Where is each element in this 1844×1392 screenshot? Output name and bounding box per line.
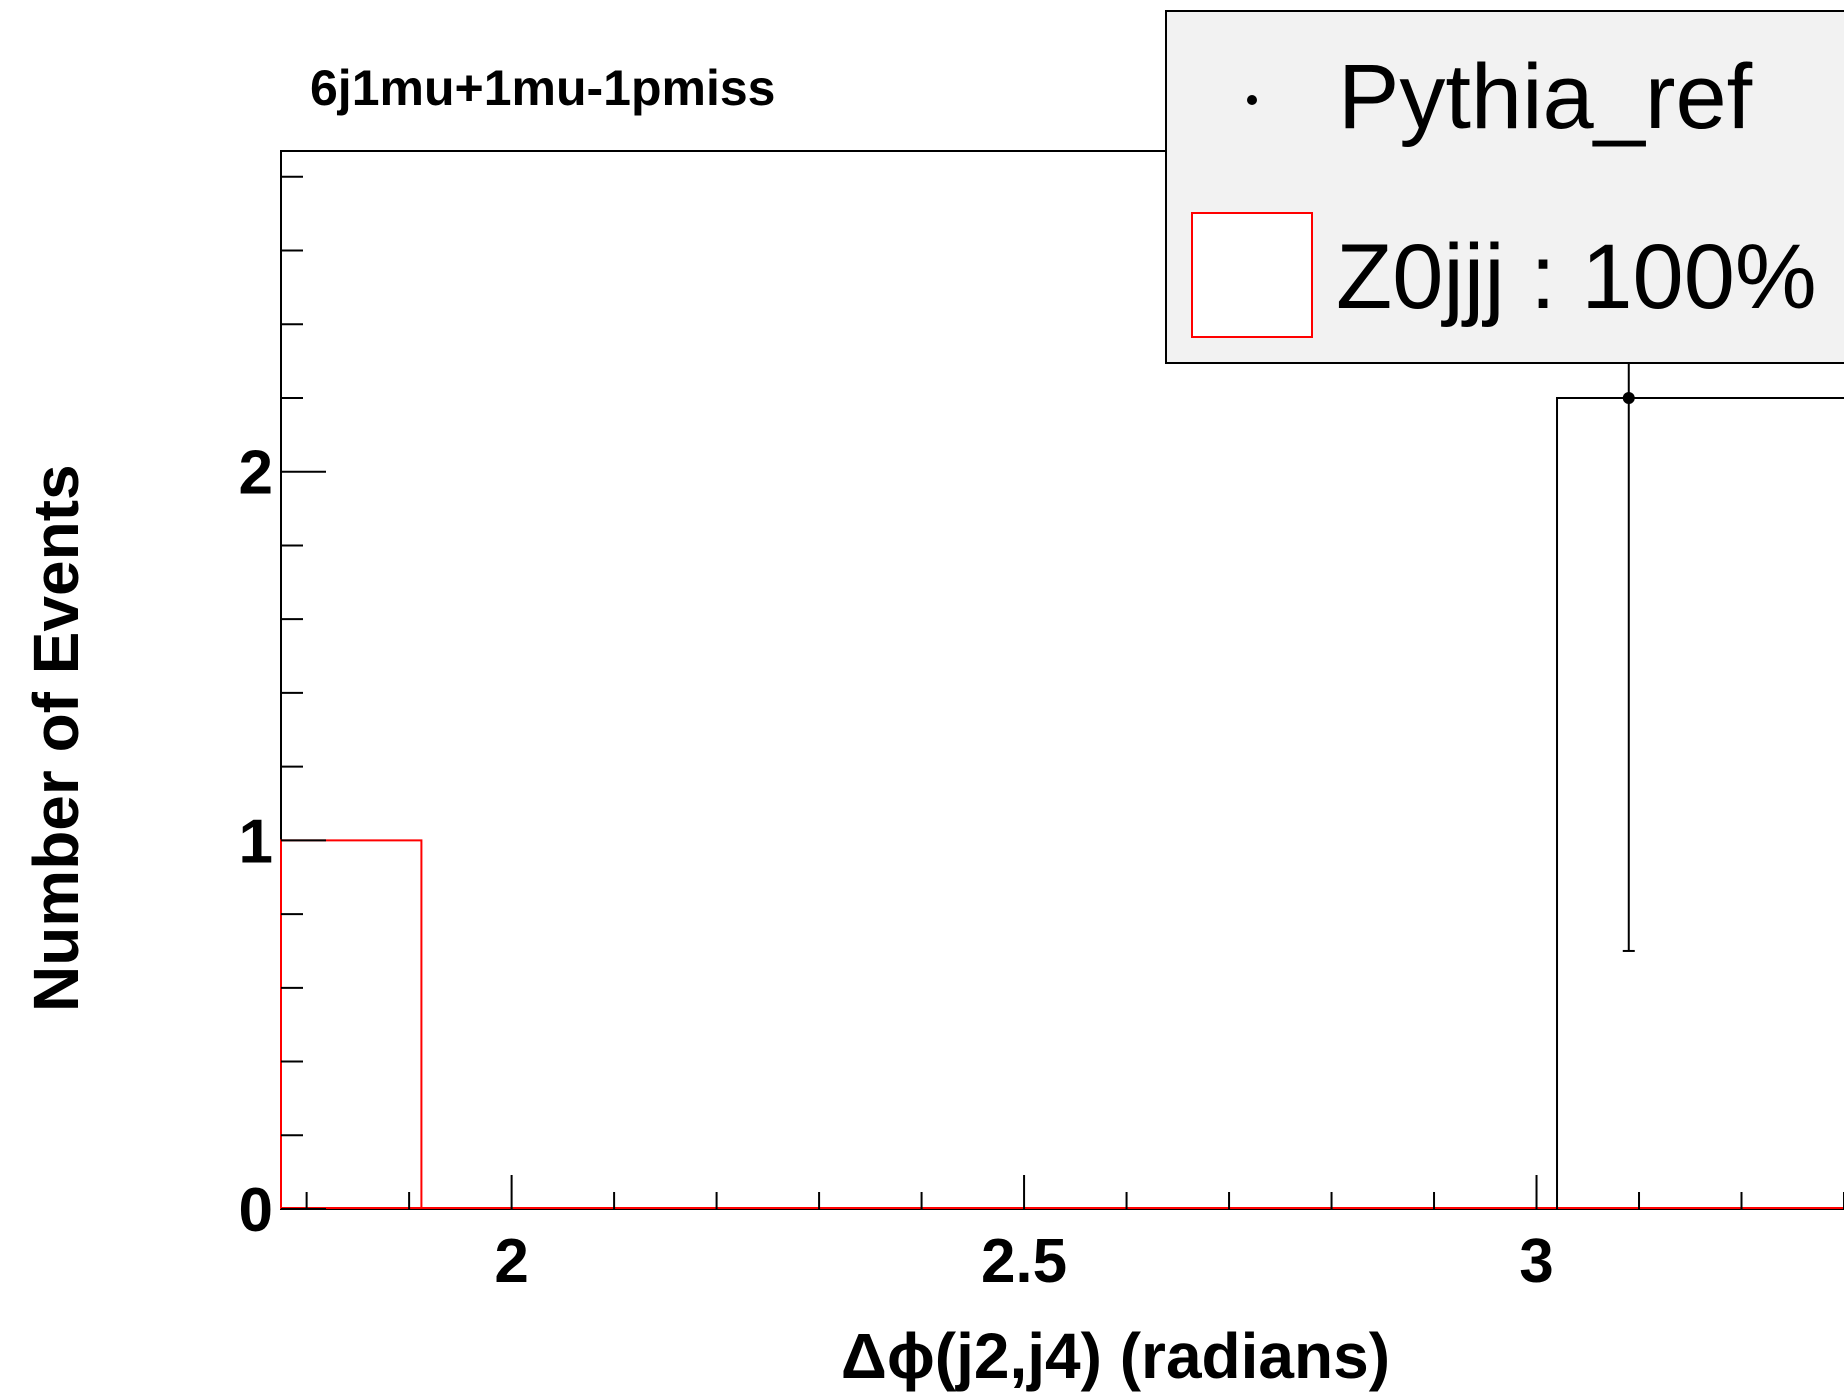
legend-swatch-z0jjj <box>1191 212 1313 338</box>
chart-title: 6j1mu+1mu-1pmiss <box>310 60 775 116</box>
x-axis-label: Δϕ(j2,j4) (radians) <box>841 1320 1390 1392</box>
y-axis-label: Number of Events <box>20 464 92 1012</box>
legend-label-pythia-ref: Pythia_ref <box>1338 46 1753 148</box>
data-point-1-0 <box>1622 391 1635 404</box>
x-tick-label-1: 2.5 <box>981 1227 1067 1296</box>
histogram-bar-0-0 <box>280 839 423 1209</box>
y-tick-label-0: 0 <box>239 1176 273 1245</box>
y-axis: 0 1 2 <box>239 175 326 1245</box>
x-tick-label-2: 3 <box>1519 1227 1553 1296</box>
y-tick-label-2: 2 <box>239 439 273 508</box>
y-tick-label-1: 1 <box>239 807 273 876</box>
x-tick-label-0: 2 <box>494 1227 528 1296</box>
legend: Pythia_ref Z0jjj : 100% <box>1165 10 1844 364</box>
x-axis: 2 2.5 3 <box>305 1175 1844 1296</box>
legend-label-z0jjj: Z0jjj : 100% <box>1336 226 1817 328</box>
legend-marker-pythia-ref <box>1247 95 1257 105</box>
reference-step-1-0 <box>1556 396 1844 1209</box>
